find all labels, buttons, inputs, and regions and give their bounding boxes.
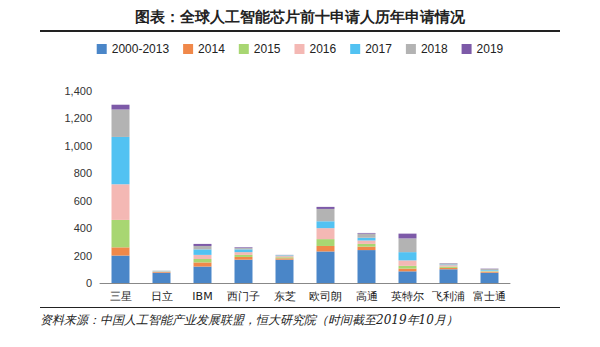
svg-text:图表：全球人工智能芯片前十申请人历年申请情况: 图表：全球人工智能芯片前十申请人历年申请情况 bbox=[135, 8, 466, 26]
svg-text:资料来源：中国人工智能产业发展联盟，恒大研究院（时间截至20: 资料来源：中国人工智能产业发展联盟，恒大研究院（时间截至2019年10月） bbox=[40, 313, 458, 327]
svg-text:200: 200 bbox=[74, 250, 92, 262]
svg-text:800: 800 bbox=[74, 167, 92, 179]
svg-text:英特尔: 英特尔 bbox=[391, 290, 424, 303]
svg-text:1,200: 1,200 bbox=[64, 112, 92, 124]
svg-text:400: 400 bbox=[74, 222, 92, 234]
svg-text:2018: 2018 bbox=[421, 42, 448, 56]
svg-text:飞利浦: 飞利浦 bbox=[432, 290, 465, 303]
svg-text:东芝: 东芝 bbox=[274, 290, 296, 303]
svg-text:三星: 三星 bbox=[110, 290, 132, 303]
svg-text:600: 600 bbox=[74, 195, 92, 207]
svg-text:2019: 2019 bbox=[477, 42, 504, 56]
svg-text:2014: 2014 bbox=[198, 42, 225, 56]
svg-text:西门子: 西门子 bbox=[227, 290, 260, 303]
svg-text:1,400: 1,400 bbox=[64, 85, 92, 97]
svg-text:2016: 2016 bbox=[309, 42, 336, 56]
svg-text:2000-2013: 2000-2013 bbox=[112, 42, 170, 56]
svg-text:2015: 2015 bbox=[254, 42, 281, 56]
svg-text:富士通: 富士通 bbox=[473, 290, 506, 303]
svg-text:2017: 2017 bbox=[365, 42, 392, 56]
svg-text:IBM: IBM bbox=[192, 290, 212, 303]
svg-text:1,000: 1,000 bbox=[64, 140, 92, 152]
svg-text:欧司朗: 欧司朗 bbox=[309, 290, 342, 303]
svg-text:高通: 高通 bbox=[356, 290, 378, 303]
svg-text:日立: 日立 bbox=[151, 290, 173, 303]
svg-text:0: 0 bbox=[86, 277, 92, 289]
